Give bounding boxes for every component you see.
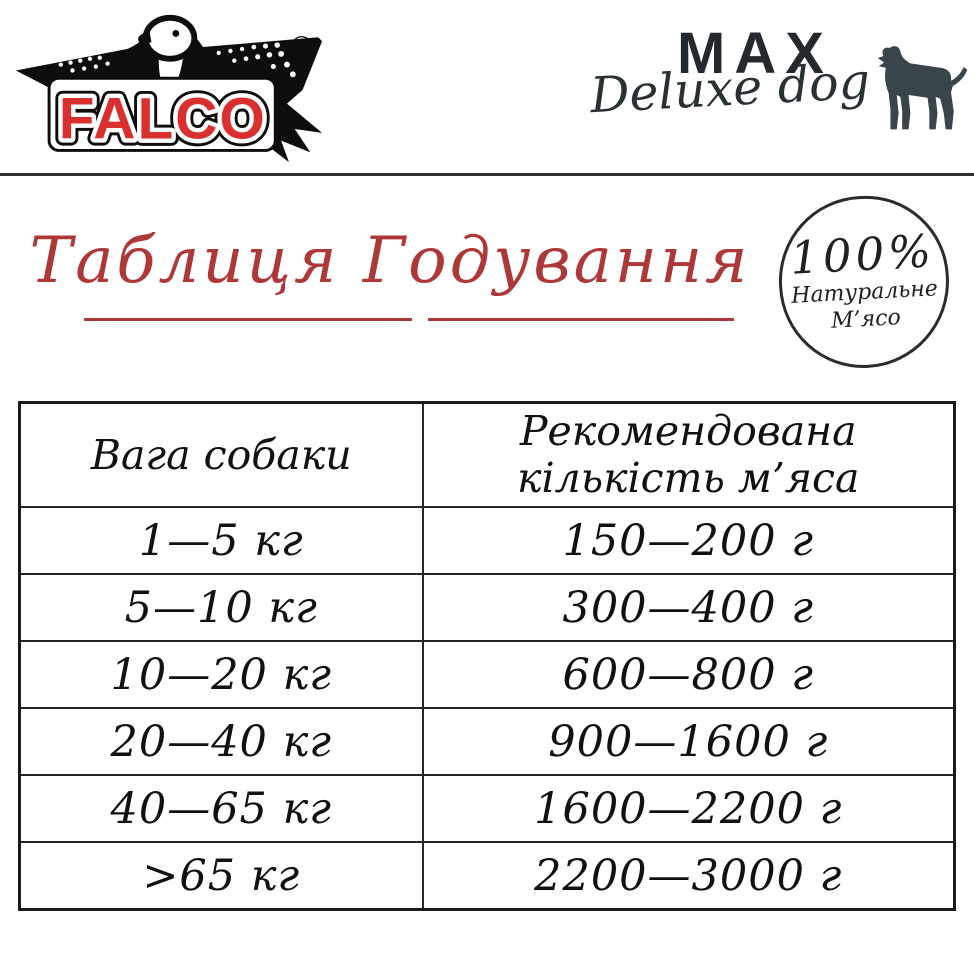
falco-wordmark-outline-white: FALCO — [59, 87, 267, 152]
weight-cell: 20—40 кг — [18, 707, 424, 776]
falcon-icon: FALCO FALCO FALCO ® — [15, 14, 323, 163]
amount-header-line1: Рекомендована — [519, 407, 857, 455]
falcon-beak — [138, 31, 152, 45]
table-row: 1—5 кг 150—200 г — [18, 506, 956, 575]
header-divider — [0, 173, 974, 176]
amount-column-header: Рекомендована кількість м’яса — [421, 401, 956, 508]
deluxe-dog-wordmark: Deluxe dog — [588, 52, 872, 125]
weight-column-header: Вага собаки — [18, 401, 424, 508]
weight-cell: 5—10 кг — [18, 573, 424, 642]
amount-cell: 2200—3000 г — [421, 841, 956, 911]
weight-cell: >65 кг — [18, 841, 424, 911]
table-header-row: Вага собаки Рекомендована кількість м’яс… — [18, 401, 956, 508]
table-row: 40—65 кг 1600—2200 г — [18, 774, 956, 843]
stamp-text-line2: М’ясо — [830, 305, 902, 334]
weight-cell: 40—65 кг — [18, 774, 424, 843]
falcon-eye — [172, 29, 180, 37]
falco-wordmark: FALCO — [59, 87, 267, 152]
page-title: Таблиця Годування — [29, 224, 751, 298]
table-row: 10—20 кг 600—800 г — [18, 640, 956, 709]
amount-cell: 1600—2200 г — [421, 774, 956, 843]
falcon-head — [142, 14, 198, 62]
weight-cell: 1—5 кг — [18, 506, 424, 575]
registered-mark: ® — [291, 32, 313, 64]
title-underline — [84, 318, 412, 321]
feeding-table: Вага собаки Рекомендована кількість м’яс… — [18, 401, 956, 911]
amount-cell: 600—800 г — [421, 640, 956, 709]
amount-cell: 300—400 г — [421, 573, 956, 642]
amount-header-line2: кількість м’яса — [517, 454, 860, 502]
dog-silhouette-icon — [877, 46, 968, 130]
max-wordmark: MAX — [677, 21, 833, 86]
title-underline — [428, 318, 734, 321]
table-row: 5—10 кг 300—400 г — [18, 573, 956, 642]
weight-cell: 10—20 кг — [18, 640, 424, 709]
table-row: 20—40 кг 900—1600 г — [18, 707, 956, 776]
amount-cell: 900—1600 г — [421, 707, 956, 776]
falco-wordmark-panel — [47, 76, 277, 152]
natural-meat-stamp: 100% Натуральне М’ясо — [774, 191, 954, 373]
wing-dots-left — [58, 55, 110, 73]
stamp-percent: 100% — [788, 224, 937, 285]
wing-dots-right — [216, 42, 296, 78]
table-row: >65 кг 2200—3000 г — [18, 841, 956, 911]
falco-logo: FALCO FALCO FALCO ® — [8, 10, 330, 166]
falco-wordmark-outline-black: FALCO — [59, 87, 267, 152]
amount-cell: 150—200 г — [421, 506, 956, 575]
